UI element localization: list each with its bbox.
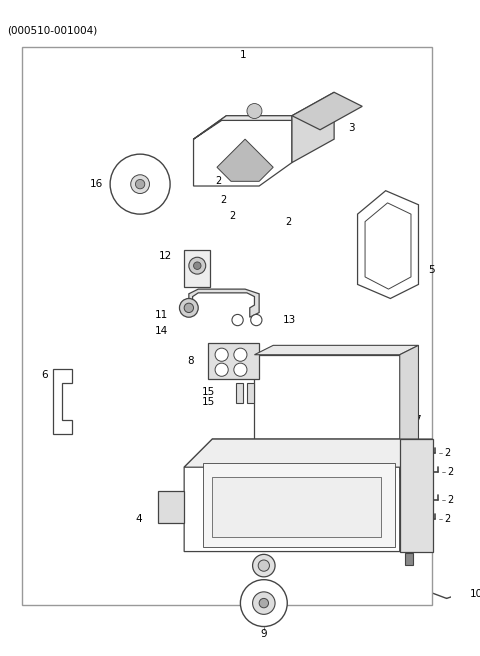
Bar bbox=[207, 344, 259, 379]
Polygon shape bbox=[365, 203, 411, 289]
Polygon shape bbox=[193, 115, 292, 186]
Circle shape bbox=[234, 348, 247, 361]
Bar bbox=[405, 554, 413, 565]
Circle shape bbox=[180, 298, 198, 318]
Bar bbox=[212, 476, 381, 537]
Text: 2: 2 bbox=[229, 211, 235, 221]
Text: 7: 7 bbox=[414, 415, 420, 425]
Text: 2: 2 bbox=[447, 495, 454, 505]
Polygon shape bbox=[358, 191, 419, 298]
Circle shape bbox=[252, 554, 275, 577]
Text: 2: 2 bbox=[447, 467, 454, 477]
Circle shape bbox=[215, 363, 228, 377]
Text: 10: 10 bbox=[470, 588, 480, 599]
Bar bbox=[184, 250, 210, 287]
Text: 13: 13 bbox=[283, 315, 296, 325]
Text: 6: 6 bbox=[42, 371, 48, 380]
Polygon shape bbox=[217, 139, 273, 181]
Circle shape bbox=[131, 174, 149, 194]
Text: (000510-001004): (000510-001004) bbox=[7, 26, 97, 35]
Text: 15: 15 bbox=[202, 387, 215, 398]
Circle shape bbox=[135, 180, 145, 189]
Text: 2: 2 bbox=[445, 448, 451, 458]
Text: 11: 11 bbox=[155, 310, 168, 320]
Text: 14: 14 bbox=[155, 326, 168, 337]
Circle shape bbox=[251, 314, 262, 325]
Circle shape bbox=[232, 314, 243, 325]
Polygon shape bbox=[292, 92, 334, 163]
Text: 2: 2 bbox=[220, 195, 226, 205]
Circle shape bbox=[259, 598, 268, 608]
Circle shape bbox=[215, 348, 228, 361]
Polygon shape bbox=[292, 92, 362, 130]
Polygon shape bbox=[400, 345, 419, 476]
Text: 2: 2 bbox=[215, 176, 221, 186]
Text: 9: 9 bbox=[261, 629, 267, 639]
Polygon shape bbox=[193, 115, 292, 139]
Circle shape bbox=[189, 257, 206, 274]
Circle shape bbox=[252, 592, 275, 615]
Bar bbox=[158, 491, 184, 523]
Text: 1: 1 bbox=[240, 50, 247, 60]
Circle shape bbox=[234, 363, 247, 377]
Text: 2: 2 bbox=[286, 216, 292, 226]
Text: 15: 15 bbox=[202, 397, 215, 407]
Text: 16: 16 bbox=[89, 179, 103, 189]
Text: 2: 2 bbox=[445, 514, 451, 523]
Polygon shape bbox=[184, 439, 400, 552]
Text: 4: 4 bbox=[135, 514, 142, 523]
Bar bbox=[247, 383, 254, 403]
Polygon shape bbox=[189, 289, 259, 318]
Text: 8: 8 bbox=[187, 356, 193, 366]
Polygon shape bbox=[53, 369, 72, 434]
Polygon shape bbox=[254, 345, 419, 355]
Text: 3: 3 bbox=[348, 123, 355, 133]
Circle shape bbox=[247, 104, 262, 119]
Text: 12: 12 bbox=[159, 251, 172, 261]
Bar bbox=[254, 355, 400, 476]
Circle shape bbox=[193, 262, 201, 270]
Bar bbox=[236, 383, 243, 403]
Circle shape bbox=[110, 154, 170, 214]
Polygon shape bbox=[400, 439, 432, 552]
Text: 5: 5 bbox=[428, 266, 434, 276]
Bar bbox=[203, 462, 395, 547]
Polygon shape bbox=[184, 439, 432, 467]
Circle shape bbox=[184, 303, 193, 312]
Circle shape bbox=[258, 560, 269, 571]
Circle shape bbox=[240, 580, 287, 626]
